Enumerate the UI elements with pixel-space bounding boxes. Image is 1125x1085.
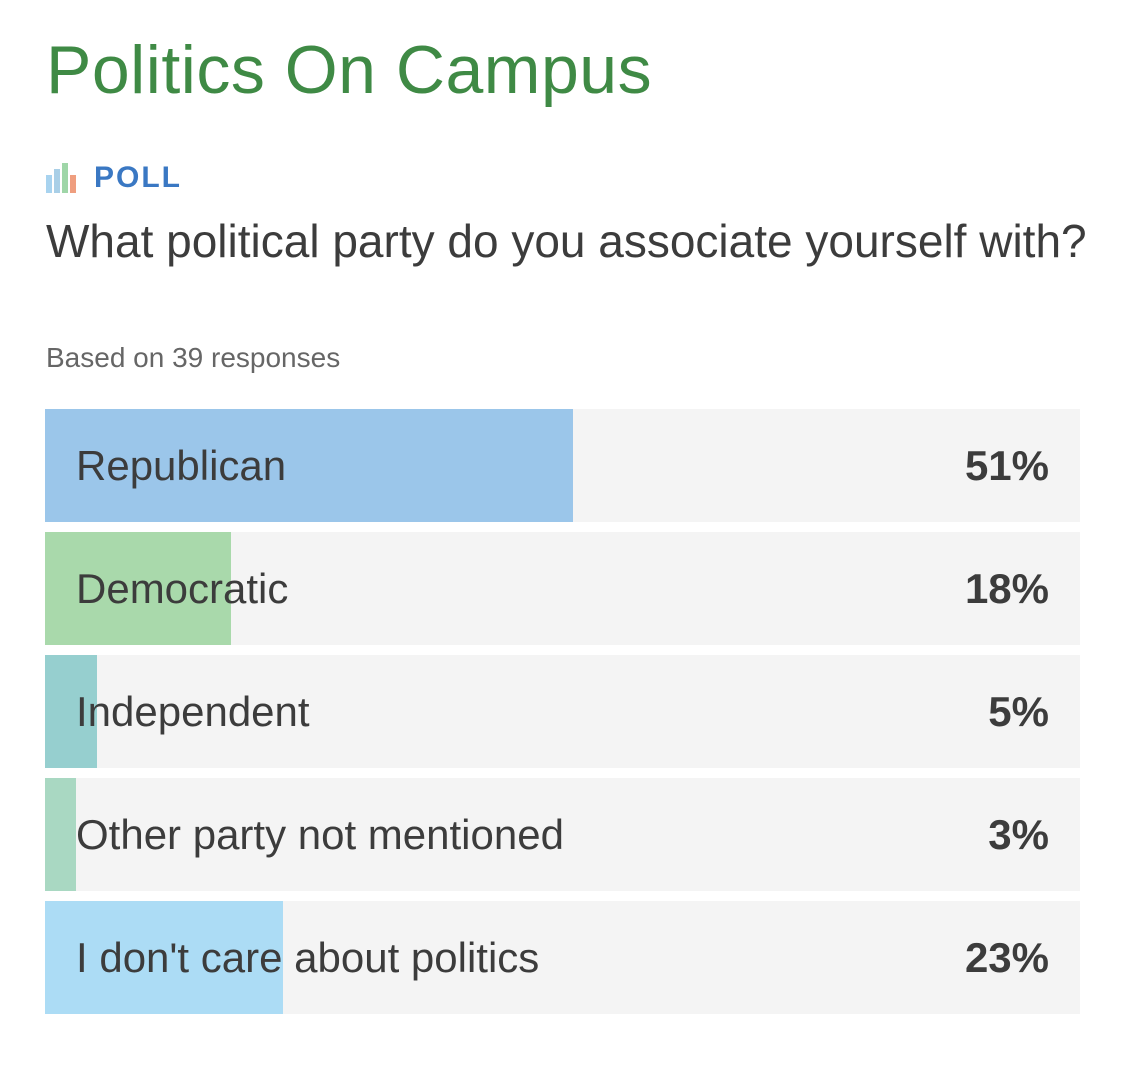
poll-option-label: Democratic bbox=[76, 565, 289, 612]
bar-chart-icon-bar bbox=[70, 175, 76, 193]
poll-option-label: Republican bbox=[76, 442, 287, 489]
poll-option[interactable]: Republican 51% bbox=[45, 409, 1080, 522]
page-title: Politics On Campus bbox=[46, 32, 653, 108]
bar-chart-icon-bar bbox=[46, 175, 52, 193]
poll-option-percent: 5% bbox=[988, 688, 1049, 735]
poll-option-bar bbox=[45, 778, 77, 891]
poll-option-bar bbox=[45, 409, 573, 522]
poll-options: Republican 51% Democratic 18% Independen… bbox=[45, 409, 1080, 1024]
poll-option[interactable]: Democratic 18% bbox=[45, 532, 1080, 645]
poll-tag: POLL bbox=[46, 162, 182, 194]
poll-option-label: I don't care about politics bbox=[76, 934, 540, 981]
bar-chart-icon-bar bbox=[62, 163, 68, 193]
poll-label: POLL bbox=[94, 161, 182, 194]
poll-option[interactable]: Other party not mentioned 3% bbox=[45, 778, 1080, 891]
poll-option[interactable]: Independent 5% bbox=[45, 655, 1080, 768]
poll-option-label: Other party not mentioned bbox=[76, 811, 564, 858]
bar-chart-icon-bar bbox=[54, 169, 60, 193]
poll-option-bar bbox=[45, 901, 284, 1014]
bar-chart-icon bbox=[46, 163, 78, 193]
poll-option[interactable]: I don't care about politics 23% bbox=[45, 901, 1080, 1014]
poll-option-percent: 23% bbox=[964, 934, 1049, 981]
poll-option-bar bbox=[45, 655, 97, 768]
response-count: Based on 39 responses bbox=[46, 342, 341, 373]
poll-option-percent: 3% bbox=[988, 811, 1049, 858]
poll-option-percent: 51% bbox=[964, 442, 1049, 489]
poll-option-bar bbox=[45, 532, 232, 645]
poll-question: What political party do you associate yo… bbox=[46, 215, 1087, 267]
poll-option-percent: 18% bbox=[964, 565, 1049, 612]
poll-option-label: Independent bbox=[76, 688, 310, 735]
